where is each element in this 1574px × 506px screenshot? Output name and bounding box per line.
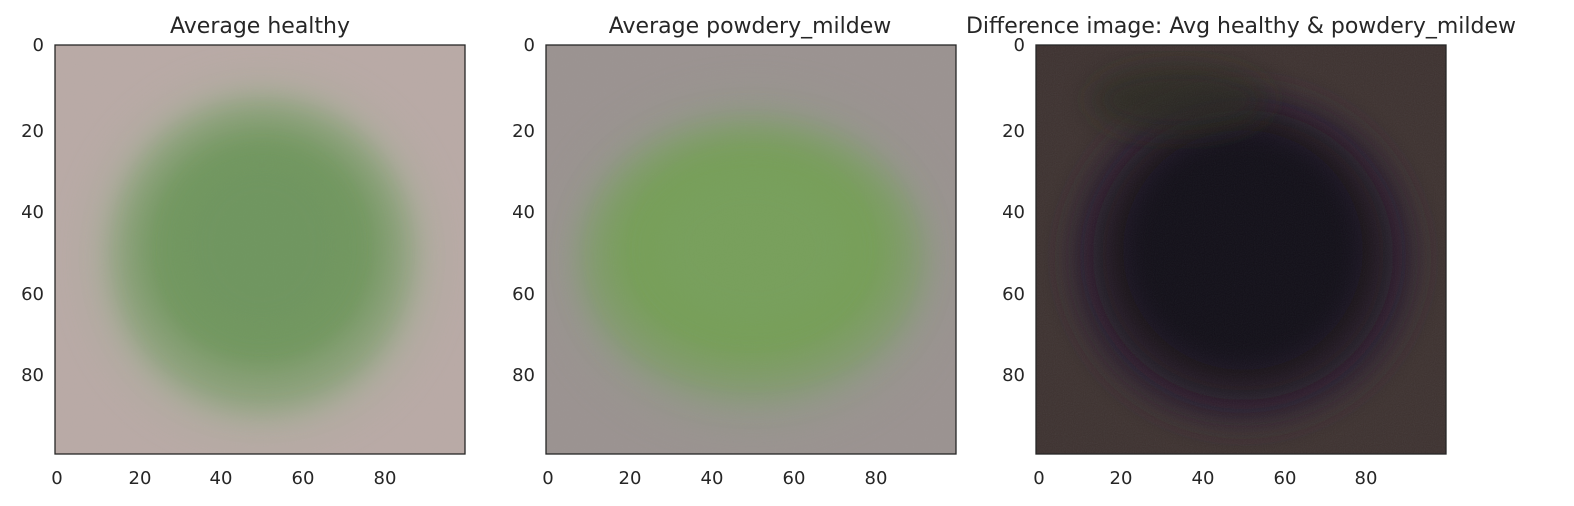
- x-tick-label: 80: [374, 468, 397, 489]
- x-tick-label: 40: [1192, 468, 1215, 489]
- x-ticks: 0 20 40 60 80: [51, 468, 396, 489]
- x-tick-label: 20: [1110, 468, 1133, 489]
- axes-frame: [545, 44, 957, 455]
- y-tick-label: 40: [21, 202, 44, 223]
- y-tick-label: 0: [524, 35, 535, 56]
- x-ticks: 0 20 40 60 80: [542, 468, 887, 489]
- image-average-powdery-mildew: [545, 44, 957, 455]
- x-tick-label: 0: [51, 468, 62, 489]
- x-ticks: 0 20 40 60 80: [1033, 468, 1377, 489]
- y-tick-label: 20: [512, 121, 535, 142]
- y-tick-label: 40: [512, 202, 535, 223]
- x-tick-label: 40: [210, 468, 233, 489]
- x-tick-label: 20: [619, 468, 642, 489]
- panel-average-powdery-mildew: Average powdery_mildew 0 20 40 60 80 0 2…: [512, 14, 957, 489]
- axes-frame: [1035, 44, 1447, 455]
- y-tick-label: 80: [1002, 365, 1025, 386]
- y-tick-label: 60: [512, 284, 535, 305]
- x-tick-label: 0: [542, 468, 553, 489]
- y-tick-label: 20: [21, 121, 44, 142]
- y-tick-label: 80: [21, 365, 44, 386]
- panel-average-healthy: Average healthy 0 20 40 60 80 0 20 4: [21, 14, 466, 489]
- x-tick-label: 80: [1355, 468, 1378, 489]
- image-difference: [1035, 44, 1447, 455]
- x-tick-label: 0: [1033, 468, 1044, 489]
- x-tick-label: 60: [1274, 468, 1297, 489]
- x-tick-label: 60: [292, 468, 315, 489]
- y-ticks: 0 20 40 60 80: [512, 35, 535, 386]
- y-ticks: 0 20 40 60 80: [21, 35, 44, 386]
- y-tick-label: 40: [1002, 202, 1025, 223]
- y-tick-label: 0: [33, 35, 44, 56]
- y-tick-label: 80: [512, 365, 535, 386]
- panel-title: Difference image: Avg healthy & powdery_…: [966, 14, 1516, 39]
- x-tick-label: 20: [129, 468, 152, 489]
- y-tick-label: 20: [1002, 121, 1025, 142]
- y-tick-label: 60: [21, 284, 44, 305]
- x-tick-label: 80: [865, 468, 888, 489]
- axes-frame: [54, 44, 466, 455]
- x-tick-label: 60: [783, 468, 806, 489]
- image-average-healthy: [54, 44, 466, 455]
- panel-title: Average healthy: [170, 14, 350, 39]
- y-ticks: 0 20 40 60 80: [1002, 35, 1025, 386]
- y-tick-label: 60: [1002, 284, 1025, 305]
- panel-title: Average powdery_mildew: [609, 14, 891, 39]
- y-tick-label: 0: [1014, 35, 1025, 56]
- x-tick-label: 40: [701, 468, 724, 489]
- panel-difference-image: Difference image: Avg healthy & powdery_…: [966, 14, 1516, 489]
